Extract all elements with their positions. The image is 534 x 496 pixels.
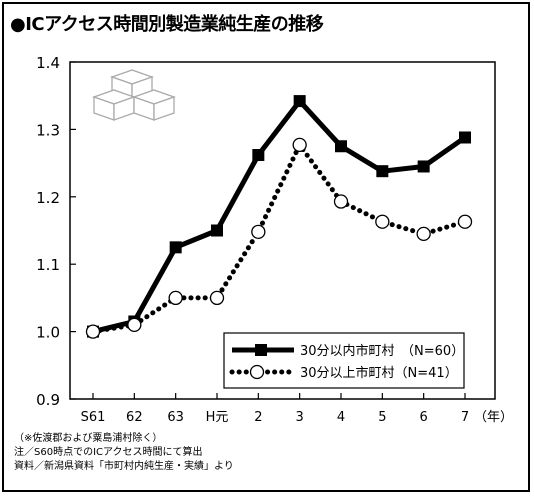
x-unit-label: （年） xyxy=(474,410,513,425)
data-point-circle xyxy=(333,194,349,209)
x-axis: S61 62 63 H元 2 3 4 5 6 7 （年） xyxy=(81,393,513,425)
data-point-square xyxy=(335,140,347,153)
y-tick-label: 1.1 xyxy=(36,256,60,274)
legend-marker-circle xyxy=(249,364,265,380)
data-point-square xyxy=(459,131,471,144)
legend-label-over-30: 30分以上市町村（N=41） xyxy=(300,365,458,381)
data-point-square xyxy=(376,165,389,178)
legend-label-within-30: 30分以内市町村 （N=60） xyxy=(300,343,464,359)
x-tick-label: 5 xyxy=(378,410,386,425)
chart-frame xyxy=(2,2,530,492)
y-axis: 0.9 1.0 1.1 1.2 1.3 1.4 xyxy=(36,54,76,409)
note-calculation: 注／S60時点でのICアクセス時間にて算出 xyxy=(14,447,203,458)
data-point-circle xyxy=(168,290,183,306)
x-tick-label: S61 xyxy=(81,410,106,425)
data-point-circle xyxy=(457,214,473,229)
y-tick-label: 1.4 xyxy=(36,54,60,72)
note-source: 資料／新潟県資料「市町村内純生産・実績」より xyxy=(14,461,234,472)
x-tick-label: 3 xyxy=(296,410,304,425)
data-point-circle xyxy=(375,214,390,229)
data-point-circle xyxy=(416,226,431,242)
series-line-0 xyxy=(92,98,467,335)
data-point-square xyxy=(417,160,430,173)
x-tick-label: 63 xyxy=(167,410,184,425)
legend-box xyxy=(223,332,465,389)
y-tick-label: 0.9 xyxy=(36,391,60,409)
x-tick-label: 4 xyxy=(337,410,345,425)
legend: 30分以内市町村 （N=60） 30分以上市町村（N=41） xyxy=(223,332,465,389)
x-tick-label: H元 xyxy=(206,410,229,425)
data-point-square xyxy=(293,95,306,108)
x-tick-label: 6 xyxy=(420,410,428,425)
x-tick-label: 2 xyxy=(254,410,262,425)
note-exclusion: （※佐渡郡および粟島浦村除く） xyxy=(14,433,163,444)
notes: （※佐渡郡および粟島浦村除く） 注／S60時点でのICアクセス時間にて算出 資料… xyxy=(14,432,234,474)
chart-title: ●ICアクセス時間別製造業純生産の推移 xyxy=(10,14,324,35)
series-layer xyxy=(85,95,473,339)
data-point-circle xyxy=(251,224,266,239)
data-point-circle xyxy=(85,324,101,339)
legend-marker-square xyxy=(255,344,267,356)
x-tick-label: 62 xyxy=(126,410,143,425)
data-point-square xyxy=(211,224,223,237)
series-line-1 xyxy=(90,142,468,335)
x-tick-label: 7 xyxy=(461,410,469,425)
data-point-circle xyxy=(292,137,307,153)
y-tick-label: 1.3 xyxy=(36,121,60,139)
data-point-square xyxy=(169,241,182,254)
plot-area xyxy=(69,61,496,400)
data-point-square xyxy=(252,149,265,162)
data-point-circle xyxy=(127,317,142,333)
boxes-icon xyxy=(92,69,176,121)
y-tick-label: 1.0 xyxy=(36,324,60,342)
y-tick-label: 1.2 xyxy=(36,189,60,207)
data-point-circle xyxy=(209,290,225,306)
